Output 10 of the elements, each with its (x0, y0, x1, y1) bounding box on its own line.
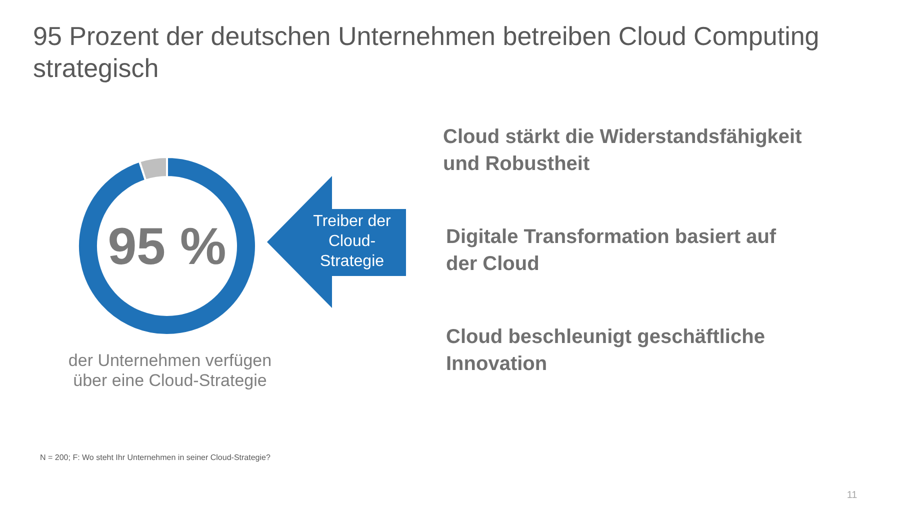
text: Digitale Transformation basiert auf der Cloud (446, 226, 776, 275)
text: N = 200; F: Wo steht Ihr Unternehmen in seiner Cloud-Strategie? (40, 453, 271, 462)
text: 11 (846, 490, 858, 501)
text: Treiber der Cloud-Strategie (313, 213, 392, 270)
data-label: 95 % (108, 218, 226, 276)
text: der Unternehmen verfügen über eine Cloud-Strategie (68, 351, 272, 390)
text: Cloud stärkt die Widerstandsfähigkeit und Robustheit (443, 126, 802, 175)
donut-slice (77, 156, 257, 336)
text: Cloud beschleunigt geschäftliche Innovation (446, 326, 765, 375)
text: 95 Prozent der deutschen Unternehmen betreiben Cloud Computing strategisch (33, 21, 820, 83)
